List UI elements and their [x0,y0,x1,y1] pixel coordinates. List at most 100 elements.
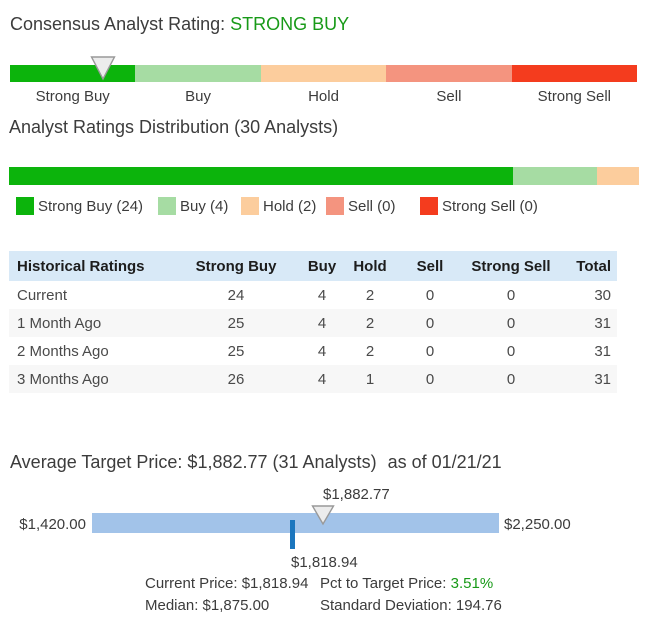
row-value: 2 [365,286,375,304]
table-header-strong-sell: Strong Sell [467,251,555,281]
consensus-rating-title-prefix: Consensus Analyst Rating: [10,14,231,34]
row-value: 0 [425,342,435,360]
row-value: 2 [365,342,375,360]
scale-segment-hold [260,65,387,82]
row-value: 30 [594,286,611,304]
row-value: 0 [506,314,516,332]
legend-item-hold: Hold (2) [241,197,316,215]
current-price-label: $1,818.94 [291,554,358,571]
distribution-bar [9,167,639,185]
legend-label-hold: Hold (2) [263,197,317,215]
stat-value: $1,818.94 [241,575,309,592]
row-value: 0 [425,314,435,332]
legend-item-buy: Buy (4) [158,197,228,215]
distribution-segment-hold [597,167,639,185]
row-label: 3 Months Ago [17,370,109,388]
consensus-rating-title: Consensus Analyst Rating: STRONG BUY [10,14,349,35]
legend-swatch-buy [158,197,176,215]
row-label: 2 Months Ago [17,342,109,360]
historical-ratings-table: Historical Ratings Strong Buy Buy Hold Sell S… [9,251,617,393]
stat-label: Pct to Target Price: [320,575,451,592]
legend-swatch-sell [326,197,344,215]
row-value: 25 [227,342,245,360]
consensus-pointer-icon [90,56,116,81]
stat-label: Current Price: [145,575,242,592]
row-value: 0 [506,370,516,388]
stat-current-price: Current Price: $1,818.94 [145,575,308,592]
row-value: 2 [365,314,375,332]
table-header-total: Total [555,251,617,281]
legend-swatch-hold [241,197,259,215]
scale-segment-buy [135,65,261,82]
scale-segment-sell [386,65,512,82]
table-row-current: Current 24 4 2 0 0 30 [9,281,617,309]
distribution-segment-buy [513,167,597,185]
row-value: 31 [594,314,611,332]
table-header-buy: Buy [297,251,347,281]
high-target-price-label: $2,250.00 [504,516,571,533]
target-pointer-icon [311,505,335,526]
stat-label: Standard Deviation: [320,597,456,614]
table-header-historical-ratings: Historical Ratings [9,251,175,281]
stat-standard-deviation: Standard Deviation: 194.76 [320,597,502,614]
row-value: 0 [506,342,516,360]
consensus-rating-value: STRONG BUY [230,14,350,34]
row-value: 4 [317,342,327,360]
consensus-scale-bar [10,65,638,82]
row-value: 31 [594,370,611,388]
legend-item-strong-buy: Strong Buy (24) [16,197,143,215]
row-value: 0 [506,286,516,304]
scale-label-hold: Hold [308,88,339,105]
row-value: 4 [317,286,327,304]
row-value: 26 [227,370,245,388]
stat-value: 3.51% [450,575,494,592]
row-value: 0 [425,370,435,388]
stat-pct-to-target-price: Pct to Target Price: 3.51% [320,575,493,592]
legend-label-strong-sell: Strong Sell (0) [442,197,538,215]
stat-value: 194.76 [455,597,502,614]
row-value: 4 [317,370,327,388]
legend-swatch-strong-sell [420,197,438,215]
scale-segment-strong-buy [10,65,136,82]
legend-label-sell: Sell (0) [348,197,396,215]
legend-label-strong-buy: Strong Buy (24) [38,197,144,215]
distribution-segment-strong-buy [9,167,513,185]
legend-item-strong-sell: Strong Sell (0) [420,197,538,215]
scale-label-strong-sell: Strong Sell [537,88,612,105]
scale-segment-strong-sell [511,65,638,82]
row-value: 0 [425,286,435,304]
target-price-as-of: as of 01/21/21 [387,452,502,472]
legend-swatch-strong-buy [16,197,34,215]
table-header-strong-buy: Strong Buy [175,251,297,281]
stat-value: $1,875.00 [202,597,270,614]
table-row-3-months-ago: 3 Months Ago 26 4 1 0 0 31 [9,365,617,393]
row-value: 4 [317,314,327,332]
stat-label: Median: [145,597,203,614]
row-label: 1 Month Ago [17,314,102,332]
consensus-scale-labels: Strong Buy Buy Hold Sell Strong Sell [10,88,637,105]
distribution-heading: Analyst Ratings Distribution (30 Analyst… [9,117,339,137]
low-target-price-label: $1,420.00 [19,516,86,533]
row-value: 31 [594,342,611,360]
table-row-1-month-ago: 1 Month Ago 25 4 2 0 0 31 [9,309,617,337]
scale-label-sell: Sell [436,88,462,105]
row-value: 1 [365,370,375,388]
target-price-heading: Average Target Price: $1,882.77 (31 Anal… [10,452,502,473]
target-price-bar [92,513,499,533]
stat-median: Median: $1,875.00 [145,597,269,614]
row-label: Current [17,286,68,304]
scale-label-strong-buy: Strong Buy [35,88,110,105]
table-header-row: Historical Ratings Strong Buy Buy Hold Sell S… [9,251,617,281]
row-value: 25 [227,314,245,332]
scale-label-buy: Buy [185,88,212,105]
table-header-hold: Hold [347,251,393,281]
target-price-heading-main: Average Target Price: $1,882.77 (31 Anal… [10,452,377,472]
average-target-price-label: $1,882.77 [323,486,390,503]
table-row-2-months-ago: 2 Months Ago 25 4 2 0 0 31 [9,337,617,365]
table-header-sell: Sell [393,251,467,281]
legend-label-buy: Buy (4) [180,197,229,215]
legend-item-sell: Sell (0) [326,197,396,215]
row-value: 24 [227,286,245,304]
current-price-tick [290,520,295,549]
